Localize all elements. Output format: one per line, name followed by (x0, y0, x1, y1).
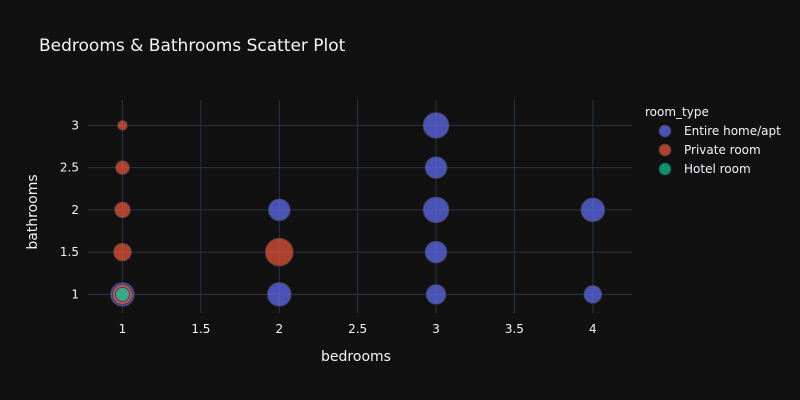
data-point[interactable] (424, 240, 448, 264)
data-point[interactable] (425, 284, 447, 305)
y-tick-label: 3 (71, 118, 79, 132)
x-tick-label: 2.5 (348, 322, 367, 336)
chart-title: Bedrooms & Bathrooms Scatter Plot (39, 36, 346, 56)
y-axis-title: bathrooms (25, 174, 41, 249)
x-tick-label: 3.5 (505, 322, 524, 336)
x-tick-label: 3 (432, 322, 440, 336)
data-points (110, 111, 606, 307)
data-point[interactable] (424, 156, 448, 180)
y-tick-label: 1 (71, 287, 79, 301)
x-axis-title: bedrooms (321, 349, 391, 365)
x-tick-label: 4 (589, 322, 597, 336)
legend-item[interactable]: Private room (658, 143, 761, 157)
data-point[interactable] (115, 287, 130, 302)
data-point[interactable] (580, 197, 606, 223)
y-tick-label: 1.5 (60, 245, 79, 259)
legend-item[interactable]: Hotel room (658, 162, 751, 176)
x-tick-label: 2 (275, 322, 283, 336)
legend: room_type Entire home/apt Private room Hot… (645, 105, 781, 176)
grid-lines (88, 100, 632, 313)
y-axis-ticks: 1 1.5 2 2.5 3 (60, 118, 79, 301)
data-point[interactable] (267, 198, 291, 222)
data-point[interactable] (264, 237, 294, 267)
legend-marker (658, 124, 672, 138)
legend-title: room_type (645, 105, 709, 119)
data-point[interactable] (117, 119, 128, 131)
legend-label: Entire home/apt (684, 124, 781, 138)
data-point[interactable] (583, 285, 603, 304)
data-point[interactable] (422, 111, 450, 139)
series-2 (115, 287, 130, 302)
y-tick-label: 2.5 (60, 161, 79, 175)
legend-marker (658, 143, 672, 157)
series-1 (112, 119, 294, 305)
x-axis-ticks: 1 1.5 2 2.5 3 3.5 4 (119, 322, 597, 336)
y-tick-label: 2 (71, 203, 79, 217)
legend-items: Entire home/apt Private room Hotel room (658, 124, 781, 176)
data-point[interactable] (113, 242, 132, 262)
legend-item[interactable]: Entire home/apt (658, 124, 781, 138)
x-tick-label: 1.5 (191, 322, 210, 336)
data-point[interactable] (266, 282, 292, 307)
x-tick-label: 1 (119, 322, 127, 336)
data-point[interactable] (115, 160, 130, 176)
data-point[interactable] (114, 201, 131, 219)
legend-label: Hotel room (684, 162, 751, 176)
legend-label: Private room (684, 143, 761, 157)
data-point[interactable] (422, 196, 450, 224)
legend-marker (658, 162, 672, 176)
